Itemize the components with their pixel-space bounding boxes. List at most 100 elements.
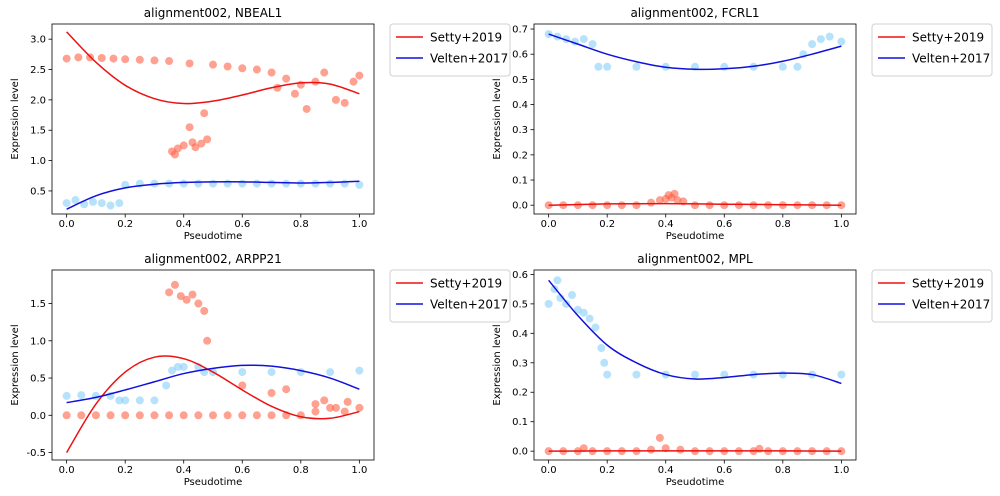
data-point [74,53,83,62]
data-point [170,280,179,289]
data-point [267,68,276,77]
data-point [647,445,656,454]
data-point [579,35,588,44]
legend: Setty+2019 Velten+2017 [389,23,511,77]
chart-title: alignment002, FCRL1 [630,6,759,20]
data-point [594,62,603,71]
data-point [209,60,217,69]
data-point [267,388,276,397]
chart-title: alignment002, NBEAL1 [144,6,282,20]
data-point [647,198,656,207]
data-point [135,55,144,64]
data-point [676,445,685,454]
x-tick-label: 0.2 [599,465,615,476]
data-point [296,411,305,420]
data-point [585,314,594,323]
chart-panel-1: 0.0 0.2 0.4 0.6 0.8 1.0 0.5 1.0 1.5 2.0 2.5 3.0 alig… [10,6,511,242]
data-point [340,179,349,188]
point-series-setty_points [62,280,364,420]
data-point [168,366,177,375]
x-axis-label: Pseudotime [184,231,243,242]
x-tick-label: 1.0 [833,219,849,230]
y-tick-label: 0.2 [512,388,528,399]
data-point [691,370,699,379]
data-point [91,411,100,420]
data-point [267,368,276,377]
point-series-setty_points [544,433,846,456]
y-tick-label: 0.5 [30,186,46,197]
y-tick-label: 1.5 [30,126,46,137]
data-point [182,295,191,304]
point-series-setty_points [62,53,364,159]
data-point [121,55,130,64]
data-point [837,370,846,379]
x-tick-label: 1.0 [833,465,849,476]
data-point [179,362,188,371]
y-tick-label: 0.0 [30,411,46,422]
data-point [331,95,340,104]
y-tick-label: 0.6 [512,50,528,61]
data-point [62,199,71,208]
series-line-setty_fit [65,355,360,453]
data-point [617,201,626,210]
y-tick-label: 0.3 [512,358,528,369]
data-point [62,391,71,400]
data-point [121,411,130,420]
data-point [97,53,106,62]
data-point [176,292,185,301]
data-point [238,368,247,377]
data-point [691,201,699,210]
y-tick-label: 2.5 [30,65,46,76]
x-tick-label: 0.4 [658,465,674,476]
x-tick-label: 0.2 [117,465,133,476]
x-tick-label: 0.0 [59,219,75,230]
data-point [115,199,124,208]
data-point [778,370,787,379]
data-point [343,397,352,406]
data-point [62,411,71,420]
data-point [603,201,612,210]
data-point [106,411,115,420]
y-tick-label: 0.1 [512,176,528,187]
data-point [816,35,825,44]
data-point [311,179,320,188]
plot-data [62,280,364,453]
data-point [755,444,764,453]
data-point [62,54,71,63]
data-point [311,400,320,409]
x-axis-label: Pseudotime [184,477,243,488]
data-point [165,288,174,297]
legend-label: Velten+2017 [912,298,990,312]
legend-label: Setty+2019 [912,31,984,45]
data-point [632,201,641,210]
x-axis-label: Pseudotime [666,231,725,242]
data-point [223,179,232,188]
data-point [185,123,194,132]
data-point [734,201,743,210]
data-point [808,40,817,49]
data-point [588,40,597,49]
series-line-setty_fit [548,202,842,206]
x-tick-label: 0.4 [658,219,674,230]
data-point [252,179,261,188]
legend-label: Setty+2019 [430,31,502,45]
y-axis-label: Expression level [10,324,21,405]
data-point [597,344,606,353]
data-point [238,179,247,188]
data-point [106,201,115,210]
data-point [267,411,276,420]
data-point [223,411,232,420]
data-point [290,89,299,98]
data-point [252,65,261,74]
data-point [150,396,159,405]
point-series-velten_points [544,30,846,71]
series-line-velten_fit [66,180,360,210]
data-point [355,366,364,375]
y-tick-label: 0.6 [512,270,528,281]
chart-panel-4: 0.0 0.2 0.4 0.6 0.8 1.0 0.0 0.1 0.2 0.3 0.4 0.5 0.6 a… [492,252,993,488]
x-tick-label: 1.0 [351,465,367,476]
x-tick-label: 0.8 [775,219,791,230]
data-point [209,179,217,188]
y-axis-label: Expression level [492,324,503,405]
